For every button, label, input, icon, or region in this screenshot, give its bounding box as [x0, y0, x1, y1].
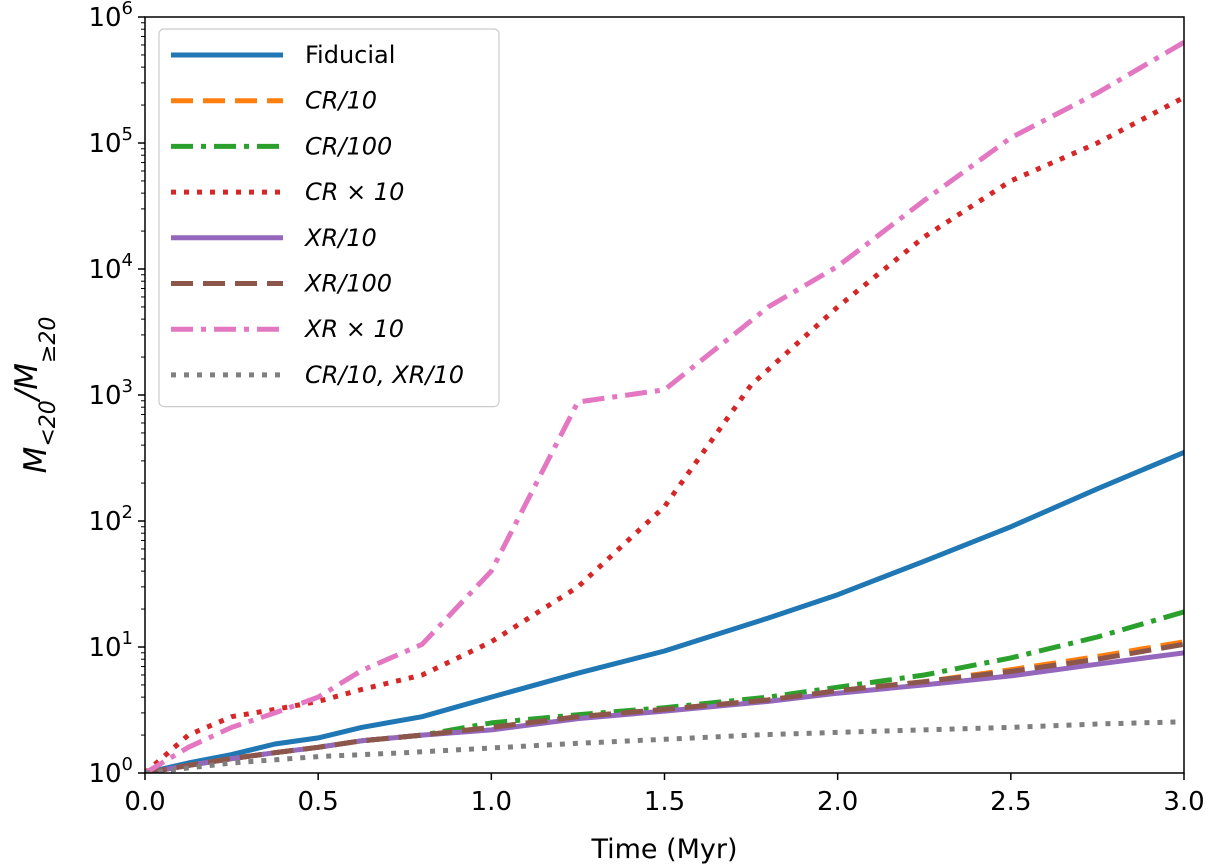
- x-axis-ticks: 0.0 0.5 1.0 1.5 2.0 2.5 3.0: [124, 773, 1205, 817]
- legend: Fiducial CR/10 CR/100 CR × 10 XR/10 XR/100 XR …: [158, 28, 500, 408]
- legend-label: XR × 10: [303, 315, 404, 343]
- y-tick-label: 104: [88, 250, 133, 285]
- legend-label: CR/10: [305, 87, 377, 115]
- y-axis-title: M<20/M≥20: [9, 317, 61, 474]
- x-axis-title: Time (Myr): [590, 834, 737, 865]
- legend-label: CR/100: [305, 132, 392, 160]
- x-tick-label: 1.0: [471, 787, 512, 817]
- x-tick-label: 0.5: [297, 787, 338, 817]
- y-tick-label: 105: [88, 124, 133, 159]
- y-tick-label: 103: [88, 376, 133, 411]
- series-line-4: [145, 650, 1184, 773]
- y-axis-ticks: 100 101 102 103 104 105 106: [88, 0, 145, 789]
- series-line-5: [145, 641, 1184, 773]
- legend-label: XR/10: [303, 224, 377, 252]
- legend-label: CR/10, XR/10: [305, 361, 464, 389]
- series-layer: [145, 40, 1184, 773]
- legend-label: Fiducial: [305, 41, 395, 69]
- y-tick-label: 106: [88, 0, 133, 33]
- legend-label: XR/100: [303, 270, 392, 298]
- legend-label: CR × 10: [305, 178, 404, 206]
- x-tick-label: 0.0: [124, 787, 165, 817]
- x-tick-label: 2.5: [990, 787, 1031, 817]
- series-line-6: [145, 40, 1184, 773]
- legend-box: [158, 28, 500, 408]
- x-tick-label: 3.0: [1163, 787, 1204, 817]
- series-line-0: [145, 449, 1184, 773]
- series-line-7: [145, 719, 1184, 773]
- y-tick-label: 100: [88, 754, 133, 789]
- y-tick-label: 101: [88, 628, 133, 663]
- y-tick-label: 102: [88, 502, 133, 537]
- x-tick-label: 2.0: [817, 787, 858, 817]
- x-tick-label: 1.5: [644, 787, 685, 817]
- series-line-2: [145, 609, 1184, 773]
